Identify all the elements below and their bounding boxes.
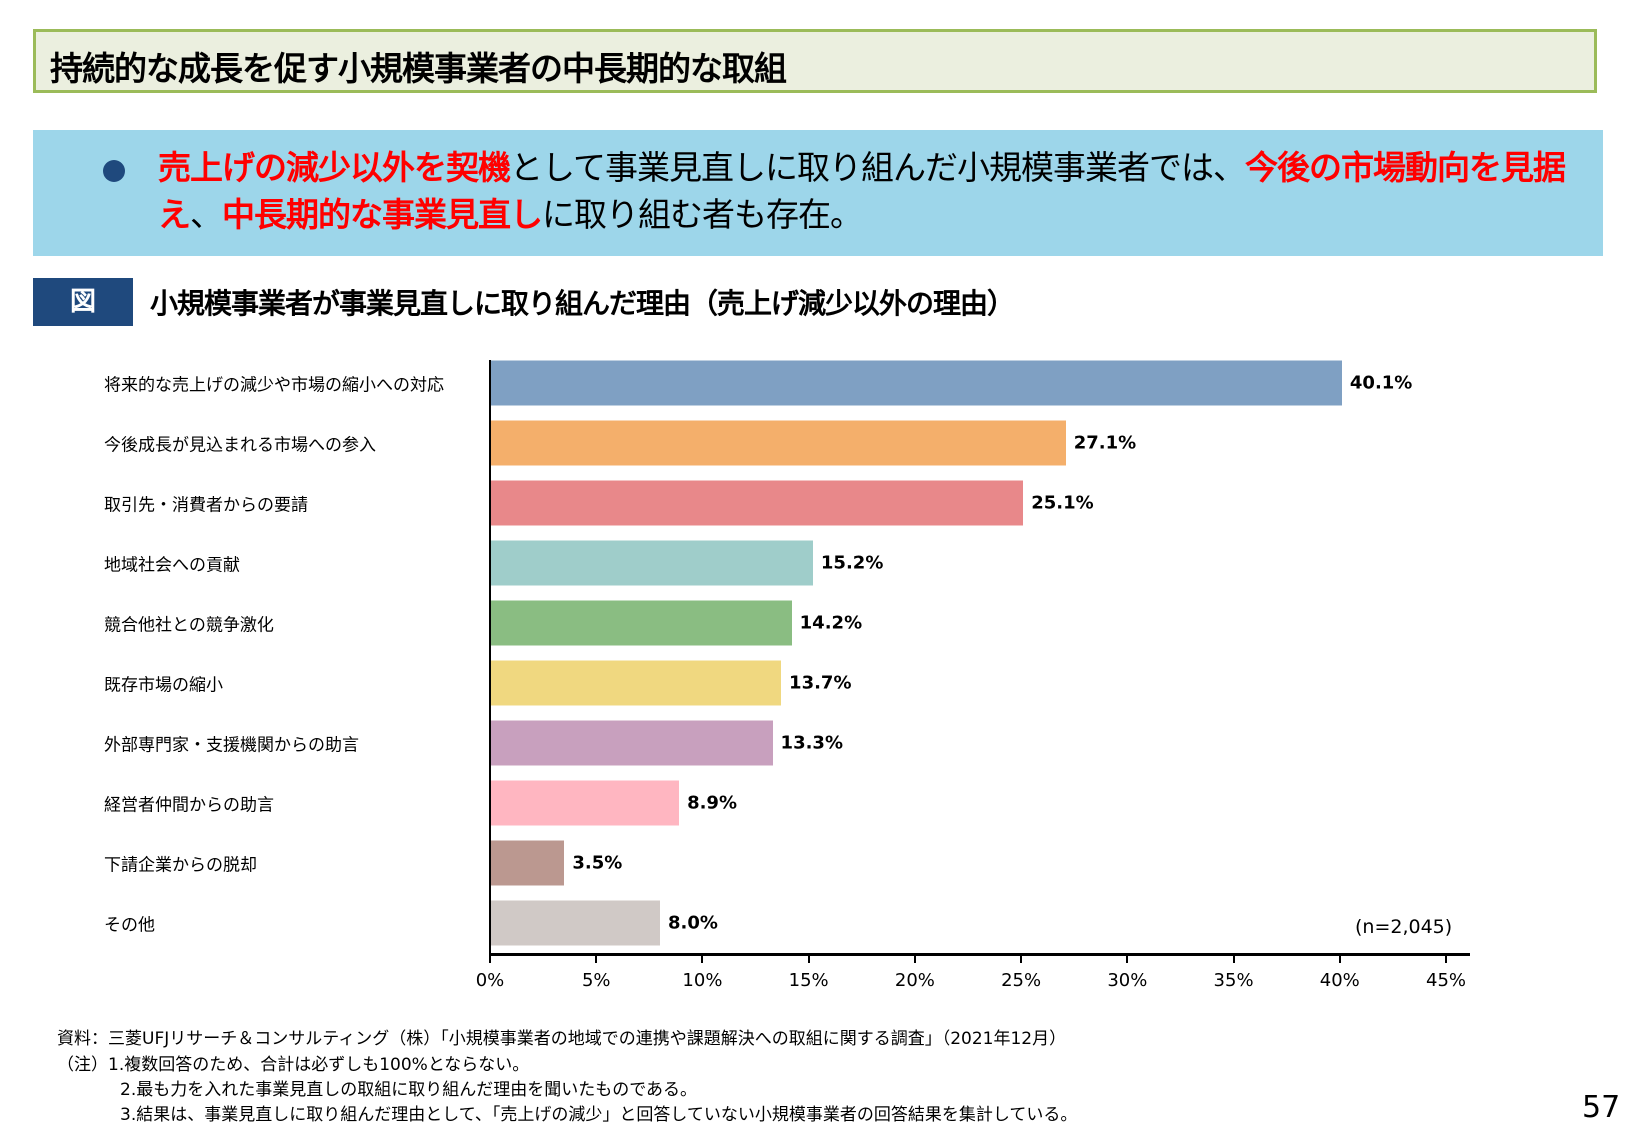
x-tick-label: 40% [1319,970,1360,991]
x-tick-label: 25% [1001,970,1042,991]
x-tick-label: 10% [682,970,723,991]
data-label: 25.1% [1031,492,1094,514]
data-label: 8.9% [687,792,737,814]
category-label: 経営者仲間からの助言 [104,795,274,816]
bar [490,360,1342,406]
page-title: 持続的な成長を促す小規模事業者の中長期的な取組 [50,49,787,88]
summary-part: 、 [190,195,223,234]
category-label: 下請企業からの脱却 [104,855,257,876]
x-tick-label: 45% [1425,970,1467,991]
y-axis-line [489,360,491,956]
data-label: 14.2% [799,612,863,634]
category-label: 将来的な売上げの減少や市場の縮小への対応 [104,375,444,396]
x-tick [701,955,704,963]
category-label: 地域社会への貢献 [104,555,240,576]
x-tick-label: 5% [581,970,611,991]
bar [490,720,773,766]
figure-title: 小規模事業者が事業見直しに取り組んだ理由（売上げ減少以外の理由） [150,287,1015,320]
summary-part: に取り組む者も存在。 [542,195,863,234]
data-label: 13.3% [780,732,843,754]
bullet-icon [103,160,125,182]
x-tick-label: 30% [1107,970,1148,991]
summary-part: として事業見直しに取り組んだ小規模事業者では、 [510,148,1246,187]
category-label: 取引先・消費者からの要請 [104,495,308,516]
summary-text: 売上げの減少以外を契機として事業見直しに取り組んだ小規模事業者では、今後の市場動… [158,144,1598,238]
data-label: 40.1% [1349,372,1413,394]
page-number: 57 [1582,1090,1621,1125]
x-tick [1445,955,1447,963]
summary-part: 今後の市場動向を見据え [158,148,1566,234]
page-title-box: 持続的な成長を促す小規模事業者の中長期的な取組 [33,29,1597,93]
x-tick [489,955,491,963]
category-label: 今後成長が見込まれる市場への参入 [104,435,376,456]
data-label: 27.1% [1073,432,1137,454]
note-1: （注）1.複数回答のため、合計は必ずしも100%とならない。 [57,1055,530,1075]
x-axis-line [489,953,1470,956]
data-label: 8.0% [667,912,718,934]
x-tick-label: 0% [475,970,505,991]
x-tick-label: 35% [1213,970,1254,991]
bar [490,540,813,586]
sample-size-annotation: (n=2,045) [1355,916,1453,938]
x-tick [1020,955,1023,963]
bar [490,480,1024,526]
bar [490,900,660,946]
bar [490,600,792,646]
summary-part: 売上げの減少以外を契機 [158,148,511,187]
summary-band: 売上げの減少以外を契機として事業見直しに取り組んだ小規模事業者では、今後の市場動… [33,130,1603,256]
bar [490,660,782,706]
x-tick-label: 20% [894,970,935,991]
category-label: 競合他社との競争激化 [104,615,274,636]
bar [490,420,1066,466]
x-tick [1232,955,1235,963]
category-label: 既存市場の縮小 [104,675,223,696]
x-tick-label: 15% [788,970,829,991]
data-label: 3.5% [572,852,623,874]
source-note: 資料：三菱UFJリサーチ＆コンサルティング（株）「小規模事業者の地域での連携や課… [57,1029,1067,1049]
x-tick [913,955,916,963]
category-label: その他 [104,915,155,936]
data-label: 13.7% [789,672,852,694]
x-tick [807,955,810,963]
data-label: 15.2% [820,552,884,574]
x-tick [1338,955,1341,963]
bar [490,780,680,826]
x-tick [595,955,598,963]
note-3: 3.結果は、事業見直しに取り組んだ理由として、「売上げの減少」と回答していない小… [120,1105,1078,1125]
figure-label: 図 [33,278,133,326]
summary-part: 中長期的な事業見直し [222,195,543,234]
x-tick [1126,955,1129,963]
category-label: 外部専門家・支援機関からの助言 [104,735,359,756]
note-2: 2.最も力を入れた事業見直しの取組に取り組んだ理由を聞いたものである。 [120,1080,698,1100]
bar [490,840,565,886]
